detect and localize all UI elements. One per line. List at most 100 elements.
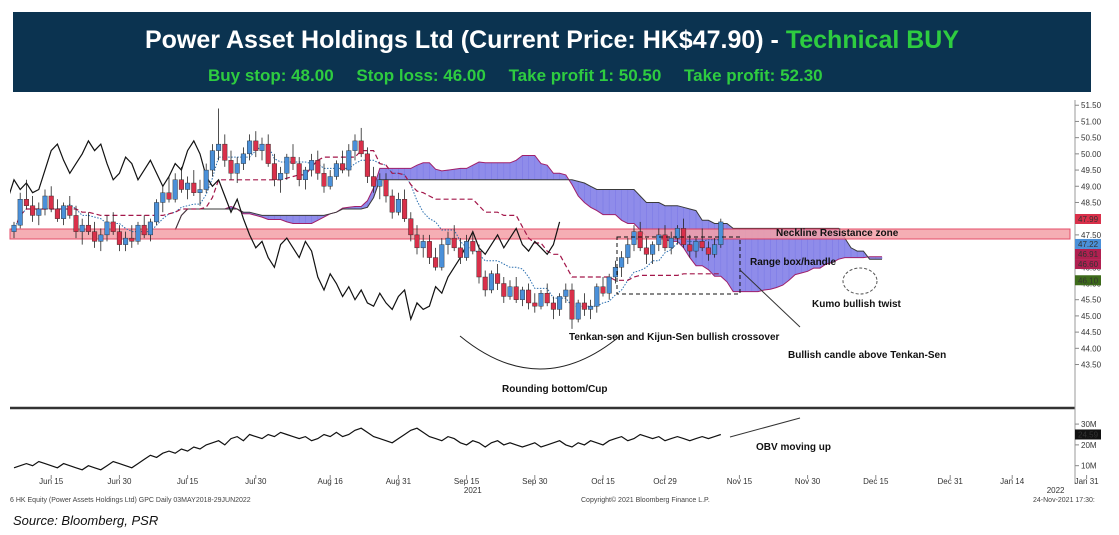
cloud-segment [590, 185, 597, 211]
candle [507, 280, 513, 300]
candle-body [98, 234, 104, 242]
candle-body [104, 221, 110, 236]
candle [98, 228, 104, 252]
candle [699, 228, 705, 252]
candle [693, 238, 699, 258]
date-tick-label: Sep 30 [522, 477, 548, 486]
candle [668, 231, 674, 255]
candle [445, 231, 451, 255]
candle [563, 283, 569, 303]
cloud-segment [423, 162, 430, 180]
candle-body [110, 221, 116, 232]
date-tick-label: Oct 29 [653, 477, 677, 486]
candle-body [619, 257, 625, 268]
candle-body [718, 221, 724, 245]
candle-body [135, 224, 141, 242]
year-label: 2022 [1047, 486, 1065, 495]
last-value-text: 46.10 [1078, 276, 1099, 285]
candle [309, 153, 315, 177]
date-tick-label: Aug 16 [318, 477, 344, 486]
cloud-segment [274, 215, 281, 220]
date-tick-label: Sep 15 [454, 477, 480, 486]
cloud-segment [305, 215, 312, 224]
candle-body [67, 205, 73, 216]
candle [191, 170, 197, 196]
note-kumo: Kumo bullish twist [812, 299, 902, 310]
candle [110, 212, 116, 235]
candle [501, 277, 507, 303]
candle [123, 231, 129, 252]
cloud-segment [497, 162, 504, 180]
rating-text: Technical BUY [785, 26, 960, 54]
neckline-resistance-zone [9, 228, 1071, 240]
rounding-bottom-arc [459, 335, 621, 370]
candle [234, 157, 240, 184]
candle-body [519, 289, 525, 300]
candle [172, 173, 178, 203]
candle-body [408, 218, 414, 236]
stop-loss: Stop loss: 46.00 [356, 66, 486, 85]
last-value-badge [1075, 213, 1101, 224]
cloud-segment [441, 169, 449, 180]
candle-body [420, 241, 426, 249]
candle [557, 293, 563, 316]
candle-body [333, 163, 339, 177]
candle [408, 212, 414, 242]
candle-body [290, 156, 296, 164]
candle [271, 153, 277, 187]
candle [519, 286, 525, 307]
candle [364, 147, 370, 184]
cloud-segment [454, 168, 461, 180]
candle [476, 244, 482, 284]
candle [575, 299, 581, 323]
candle-body [457, 247, 463, 258]
candle-body [321, 173, 327, 187]
date-tick-label: Oct 15 [591, 477, 615, 486]
candle [203, 163, 209, 193]
footer-right: 24-Nov-2021 17:30: [1033, 497, 1095, 504]
candle-body [296, 163, 302, 180]
candle-body [116, 231, 122, 245]
candle [389, 189, 395, 219]
candle [30, 195, 36, 222]
candle [439, 238, 445, 271]
cloud-segment [503, 162, 511, 180]
candle [61, 202, 67, 226]
note-range-box: Range box/handle [750, 257, 837, 268]
last-value-badge [1075, 275, 1101, 286]
candle-body [23, 199, 29, 206]
candle-body [191, 182, 197, 193]
cloud-segment [528, 155, 535, 180]
candle-body [402, 199, 408, 219]
candle-body [389, 195, 395, 213]
candle-body [346, 150, 352, 171]
date-tick-label: Jun 15 [39, 477, 64, 486]
candle [705, 241, 711, 261]
candle-body [315, 160, 321, 174]
cloud-segment [299, 215, 306, 224]
price-tick-label: 51.00 [1081, 117, 1102, 126]
candle [116, 225, 122, 252]
price-tick-label: 51.50 [1081, 101, 1102, 110]
candle-body [482, 276, 488, 291]
candle-body [302, 169, 308, 180]
candle-body [185, 182, 191, 190]
candle [85, 212, 91, 235]
candle [600, 277, 606, 297]
candle [253, 131, 259, 158]
candle-body [495, 273, 501, 284]
candle [631, 225, 637, 252]
buy-stop: Buy stop: 48.00 [208, 66, 334, 85]
candle [674, 225, 680, 245]
candle-body [637, 231, 643, 249]
date-tick-label: Nov 30 [795, 477, 821, 486]
price-tick-label: 47.50 [1081, 231, 1102, 240]
cloud-segment [857, 250, 864, 258]
candle [588, 299, 594, 320]
candle [581, 293, 587, 316]
cloud-segment [447, 169, 455, 180]
cloud-segment [602, 189, 610, 215]
candle [352, 134, 358, 161]
candle [327, 170, 333, 190]
candle [284, 153, 290, 180]
